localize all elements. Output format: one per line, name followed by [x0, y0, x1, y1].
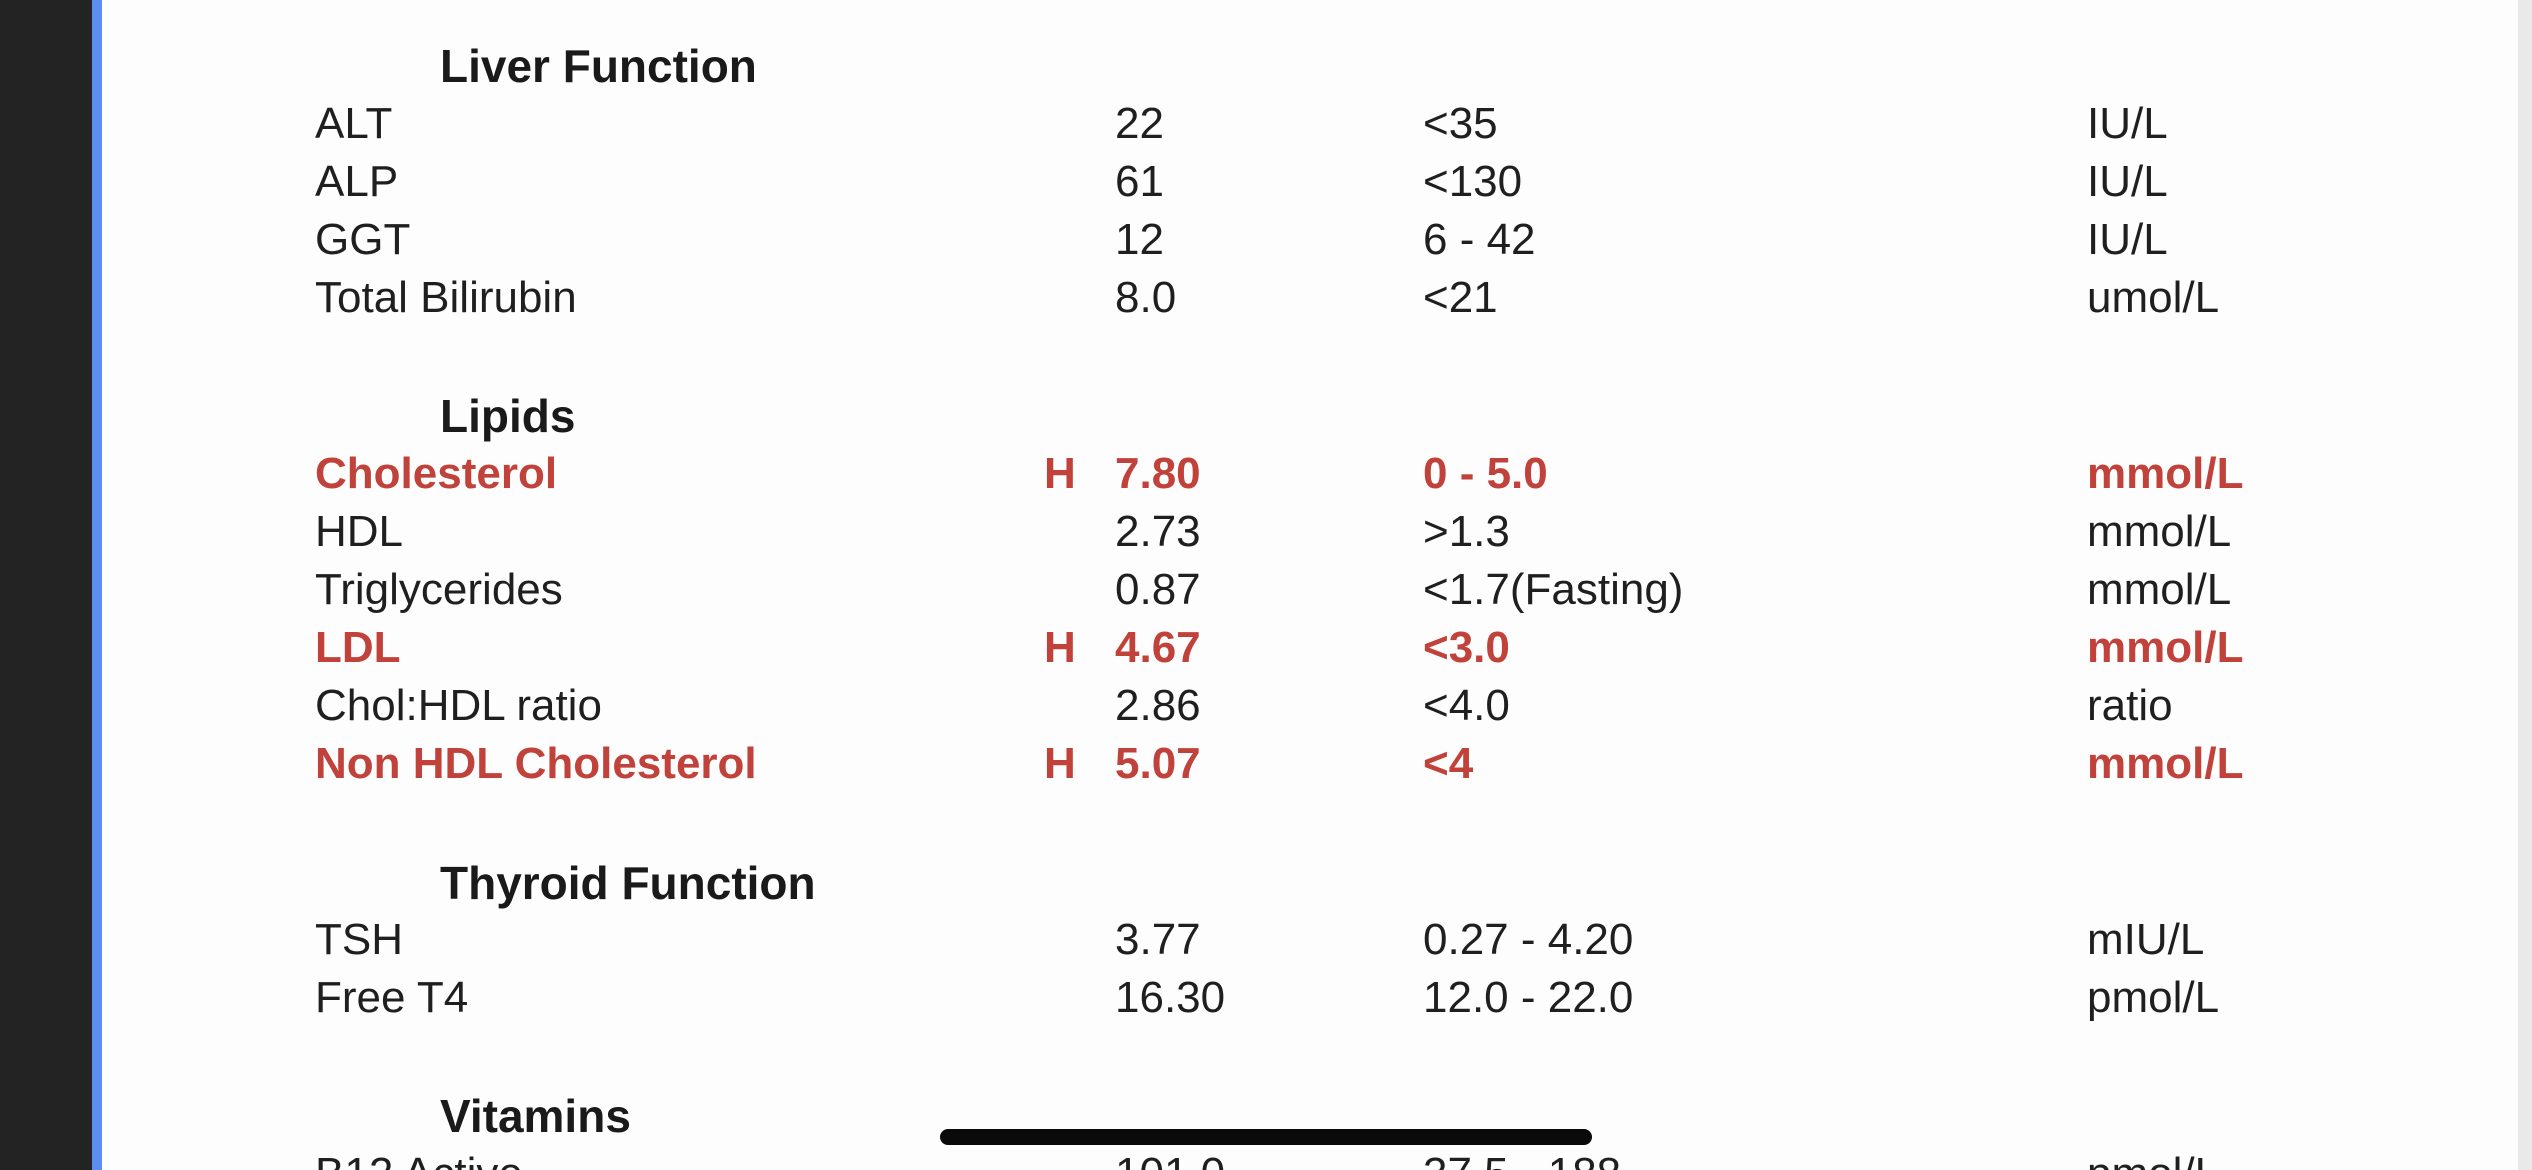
test-name: Cholesterol	[315, 449, 558, 498]
test-name: HDL	[315, 507, 404, 556]
high-flag: H	[1044, 739, 1076, 788]
test-name: Free T4	[315, 973, 469, 1022]
test-value: 3.77	[1115, 915, 1201, 964]
test-value: 101.0	[1115, 1152, 1225, 1170]
test-value: 4.67	[1115, 623, 1201, 672]
result-row-chol-hdl-ratio: Chol:HDL ratio 2.86 <4.0 ratio	[102, 684, 2518, 742]
test-unit: pmol/L	[2087, 1152, 2219, 1170]
test-value: 16.30	[1115, 973, 1226, 1022]
section-heading-vitamins: Vitamins	[440, 1090, 631, 1142]
reference-range: <1.7(Fasting)	[1423, 565, 1684, 614]
section-heading-thyroid-function: Thyroid Function	[440, 857, 816, 909]
reference-range: 12.0 - 22.0	[1423, 973, 1634, 1022]
reference-range: <4.0	[1423, 681, 1510, 730]
result-row-tsh: TSH 3.77 0.27 - 4.20 mIU/L	[102, 918, 2518, 976]
result-row-triglycerides: Triglycerides 0.87 <1.7(Fasting) mmol/L	[102, 568, 2518, 626]
reference-range: 0.27 - 4.20	[1423, 915, 1634, 964]
test-unit: mIU/L	[2087, 915, 2205, 964]
test-value: 61	[1115, 157, 1164, 206]
section-heading-lipids: Lipids	[440, 390, 576, 442]
test-unit: pmol/L	[2087, 973, 2220, 1022]
reference-range: <130	[1423, 157, 1523, 206]
reference-range: <21	[1423, 273, 1498, 322]
test-name: GGT	[315, 215, 411, 264]
reference-range: <35	[1423, 99, 1498, 148]
reference-range: 0 - 5.0	[1423, 449, 1548, 498]
test-name: ALT	[315, 99, 393, 148]
test-unit: mmol/L	[2087, 449, 2244, 498]
test-name: LDL	[315, 623, 401, 672]
test-value: 22	[1115, 99, 1164, 148]
result-row-cholesterol: Cholesterol H 7.80 0 - 5.0 mmol/L	[102, 452, 2518, 510]
home-indicator-bar[interactable]	[940, 1129, 1592, 1145]
reference-range: >1.3	[1423, 507, 1510, 556]
result-row-free-t4: Free T4 16.30 12.0 - 22.0 pmol/L	[102, 976, 2518, 1034]
test-value: 12	[1115, 215, 1164, 264]
test-name: Chol:HDL ratio	[315, 681, 602, 730]
test-unit: ratio	[2087, 681, 2173, 730]
result-row-ggt: GGT 12 6 - 42 IU/L	[102, 218, 2518, 276]
reference-range: <3.0	[1423, 623, 1510, 672]
test-name: ALP	[315, 157, 399, 206]
result-row-alp: ALP 61 <130 IU/L	[102, 160, 2518, 218]
result-row-alt: ALT 22 <35 IU/L	[102, 102, 2518, 160]
test-value: 8.0	[1115, 273, 1177, 322]
result-row-non-hdl-cholesterol: Non HDL Cholesterol H 5.07 <4 mmol/L	[102, 742, 2518, 800]
left-bezel	[0, 0, 92, 1170]
test-unit: mmol/L	[2087, 507, 2232, 556]
test-value: 5.07	[1115, 739, 1201, 788]
test-name: Non HDL Cholesterol	[315, 739, 757, 788]
selection-edge	[92, 0, 102, 1170]
test-unit: IU/L	[2087, 215, 2168, 264]
test-unit: IU/L	[2087, 99, 2168, 148]
result-row-ldl: LDL H 4.67 <3.0 mmol/L	[102, 626, 2518, 684]
lab-report-document[interactable]: Liver Function ALT 22 <35 IU/L ALP 61 <1…	[102, 0, 2518, 1170]
high-flag: H	[1044, 449, 1076, 498]
section-heading-liver-function: Liver Function	[440, 40, 757, 92]
test-value: 0.87	[1115, 565, 1201, 614]
test-unit: umol/L	[2087, 273, 2220, 322]
test-name: Total Bilirubin	[315, 273, 577, 322]
high-flag: H	[1044, 623, 1076, 672]
result-row-b12-active: B12 Active 101.0 37.5 - 188 pmol/L	[102, 1152, 2518, 1170]
test-value: 2.73	[1115, 507, 1201, 556]
result-row-hdl: HDL 2.73 >1.3 mmol/L	[102, 510, 2518, 568]
reference-range: 37.5 - 188	[1423, 1152, 1621, 1170]
right-edge	[2518, 0, 2532, 1170]
test-name: TSH	[315, 915, 403, 964]
test-name: Triglycerides	[315, 565, 563, 614]
test-value: 7.80	[1115, 449, 1201, 498]
test-unit: IU/L	[2087, 157, 2168, 206]
test-unit: mmol/L	[2087, 623, 2244, 672]
result-row-total-bilirubin: Total Bilirubin 8.0 <21 umol/L	[102, 276, 2518, 334]
reference-range: 6 - 42	[1423, 215, 1536, 264]
test-name: B12 Active	[315, 1152, 523, 1170]
test-unit: mmol/L	[2087, 565, 2232, 614]
reference-range: <4	[1423, 739, 1474, 788]
test-unit: mmol/L	[2087, 739, 2244, 788]
test-value: 2.86	[1115, 681, 1201, 730]
